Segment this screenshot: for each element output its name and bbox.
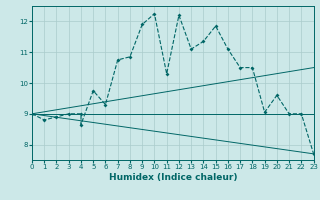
X-axis label: Humidex (Indice chaleur): Humidex (Indice chaleur) [108, 173, 237, 182]
